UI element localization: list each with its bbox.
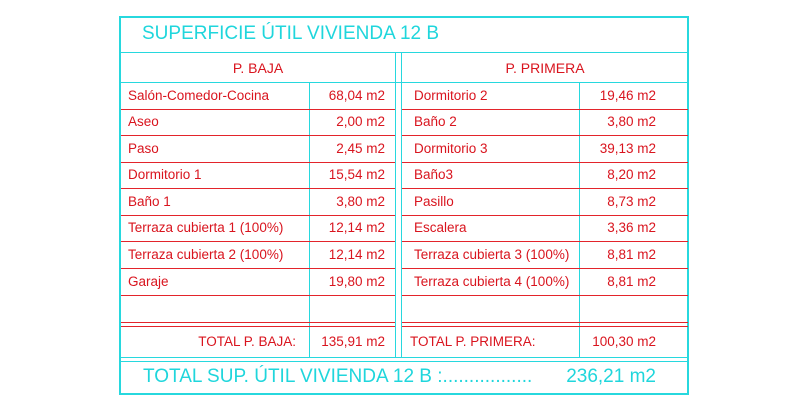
row-name: Pasillo	[414, 194, 454, 209]
divider	[309, 82, 310, 358]
row-line	[121, 322, 395, 323]
header-p-primera: P. PRIMERA	[505, 60, 585, 76]
row-line	[121, 241, 395, 242]
divider	[401, 52, 402, 358]
row-line	[121, 268, 395, 269]
row-name: Terraza cubierta 4 (100%)	[414, 274, 570, 289]
row-line	[121, 295, 395, 296]
total-baja-value: 135,91 m2	[321, 334, 385, 349]
total-primera-label: TOTAL P. PRIMERA:	[410, 334, 536, 349]
row-line	[121, 109, 395, 110]
row-name: Salón-Comedor-Cocina	[128, 88, 270, 103]
divider	[119, 361, 689, 362]
row-name: Dormitorio 3	[414, 141, 488, 156]
row-line	[402, 109, 688, 110]
row-area: 15,54 m2	[328, 167, 385, 182]
row-area: 3,36 m2	[607, 220, 656, 235]
row-name: Terraza cubierta 3 (100%)	[414, 247, 570, 262]
row-name: Escalera	[414, 220, 467, 235]
row-line	[402, 268, 688, 269]
grand-total-label: TOTAL SUP. ÚTIL VIVIENDA 12 B :.........…	[143, 366, 533, 387]
row-area: 3,80 m2	[336, 194, 385, 209]
divider	[119, 52, 689, 53]
row-area: 19,46 m2	[599, 88, 656, 103]
header-p-baja: P. BAJA	[232, 60, 284, 76]
row-line	[402, 135, 688, 136]
border	[687, 16, 689, 395]
row-area: 3,80 m2	[607, 114, 656, 129]
row-line	[402, 215, 688, 216]
total-primera-value: 100,30 m2	[592, 334, 656, 349]
row-line	[121, 215, 395, 216]
border	[119, 393, 689, 395]
row-area: 8,81 m2	[607, 274, 656, 289]
row-area: 19,80 m2	[328, 274, 385, 289]
row-area: 39,13 m2	[599, 141, 656, 156]
row-line	[121, 162, 395, 163]
row-line	[402, 162, 688, 163]
row-name: Baño3	[414, 167, 454, 182]
row-line	[402, 295, 688, 296]
row-name: Aseo	[128, 114, 159, 129]
row-line	[121, 135, 395, 136]
divider	[579, 82, 580, 358]
row-line	[402, 188, 688, 189]
row-name: Baño 1	[128, 194, 171, 209]
row-name: Terraza cubierta 2 (100%)	[128, 247, 284, 262]
row-line	[402, 326, 688, 327]
row-area: 8,20 m2	[607, 167, 656, 182]
divider	[119, 357, 689, 358]
row-name: Dormitorio 2	[414, 88, 488, 103]
page-title: SUPERFICIE ÚTIL VIVIENDA 12 B	[142, 23, 440, 44]
border	[119, 16, 689, 18]
row-area: 12,14 m2	[328, 247, 385, 262]
divider	[119, 82, 689, 83]
total-baja-label: TOTAL P. BAJA:	[198, 334, 296, 349]
row-area: 2,00 m2	[336, 114, 385, 129]
row-line	[402, 241, 688, 242]
divider	[395, 52, 396, 358]
row-area: 8,81 m2	[607, 247, 656, 262]
row-area: 68,04 m2	[328, 88, 385, 103]
row-name: Terraza cubierta 1 (100%)	[128, 220, 284, 235]
row-name: Baño 2	[414, 114, 457, 129]
row-area: 2,45 m2	[336, 141, 385, 156]
row-area: 8,73 m2	[607, 194, 656, 209]
row-name: Garaje	[128, 274, 169, 289]
row-name: Paso	[128, 141, 159, 156]
border	[119, 16, 121, 395]
grand-total-value: 236,21 m2	[566, 366, 656, 387]
row-line	[402, 322, 688, 323]
row-line	[121, 188, 395, 189]
row-area: 12,14 m2	[328, 220, 385, 235]
row-name: Dormitorio 1	[128, 167, 202, 182]
row-line	[121, 326, 395, 327]
